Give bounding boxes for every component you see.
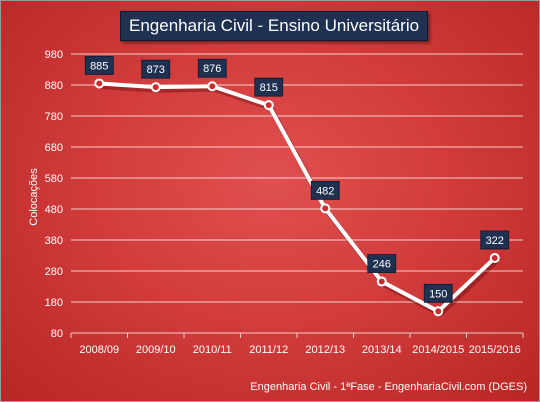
- y-tick-label: 880: [45, 80, 63, 92]
- x-tick-label: 2014/2015: [412, 344, 464, 356]
- series-line-shadow: [101, 83, 499, 317]
- y-tick-label: 380: [45, 235, 63, 247]
- x-tick-label: 2011/12: [249, 344, 288, 356]
- y-axis-label: Colocações: [28, 168, 40, 226]
- data-label-box: [367, 254, 397, 273]
- data-label-box: [423, 283, 453, 303]
- chart-title: Engenharia Civil - Ensino Universitário: [120, 11, 429, 41]
- data-label: 873: [147, 64, 165, 76]
- x-tick-label: 2008/09: [79, 344, 119, 356]
- series-line-path: [99, 81, 497, 314]
- data-label: 885: [90, 60, 108, 72]
- x-tick-label: 2013/14: [362, 344, 402, 356]
- data-label-box: [197, 58, 227, 78]
- y-tick-label: 80: [51, 328, 63, 340]
- x-tick-label: 2015/2016: [469, 344, 521, 356]
- y-tick-label: 180: [45, 297, 63, 309]
- data-point: [376, 276, 387, 287]
- data-point: [94, 78, 105, 89]
- data-point: [207, 81, 218, 92]
- data-label-box: [141, 59, 171, 79]
- data-point: [433, 306, 444, 317]
- data-labels: 885 873 876 815 482 246 150 322: [84, 56, 510, 303]
- data-label-box: [84, 56, 114, 75]
- y-tick-label: 680: [45, 142, 63, 154]
- series-line: [94, 78, 500, 317]
- x-tick-label: 2010/11: [193, 344, 232, 356]
- data-label: 322: [486, 235, 504, 247]
- y-tick-label: 580: [45, 173, 63, 185]
- data-label-box: [310, 180, 340, 200]
- data-point: [489, 252, 500, 263]
- grid-lines: [71, 53, 523, 334]
- y-tick-label: 780: [45, 111, 63, 123]
- data-label: 876: [203, 63, 221, 75]
- axis-labels: 80 180 280 380 480 580 680 780 880 980 2008/09 2009…: [45, 49, 524, 356]
- data-label-box: [480, 230, 510, 250]
- x-tick-label: 2012/13: [305, 344, 345, 356]
- data-label: 150: [429, 288, 447, 300]
- data-point: [150, 82, 161, 93]
- data-label: 246: [373, 259, 391, 271]
- x-tick-label: 2009/10: [136, 344, 176, 356]
- data-point: [263, 100, 274, 111]
- y-tick-label: 280: [45, 266, 63, 278]
- y-tick-label: 980: [45, 49, 63, 61]
- source-note: Engenharia Civil - 1ªFase - EngenhariaCi…: [250, 381, 527, 393]
- y-tick-label: 480: [45, 204, 63, 216]
- data-point: [320, 203, 331, 214]
- data-label: 482: [316, 185, 334, 197]
- data-label: 815: [260, 82, 278, 94]
- data-label-box: [254, 77, 284, 97]
